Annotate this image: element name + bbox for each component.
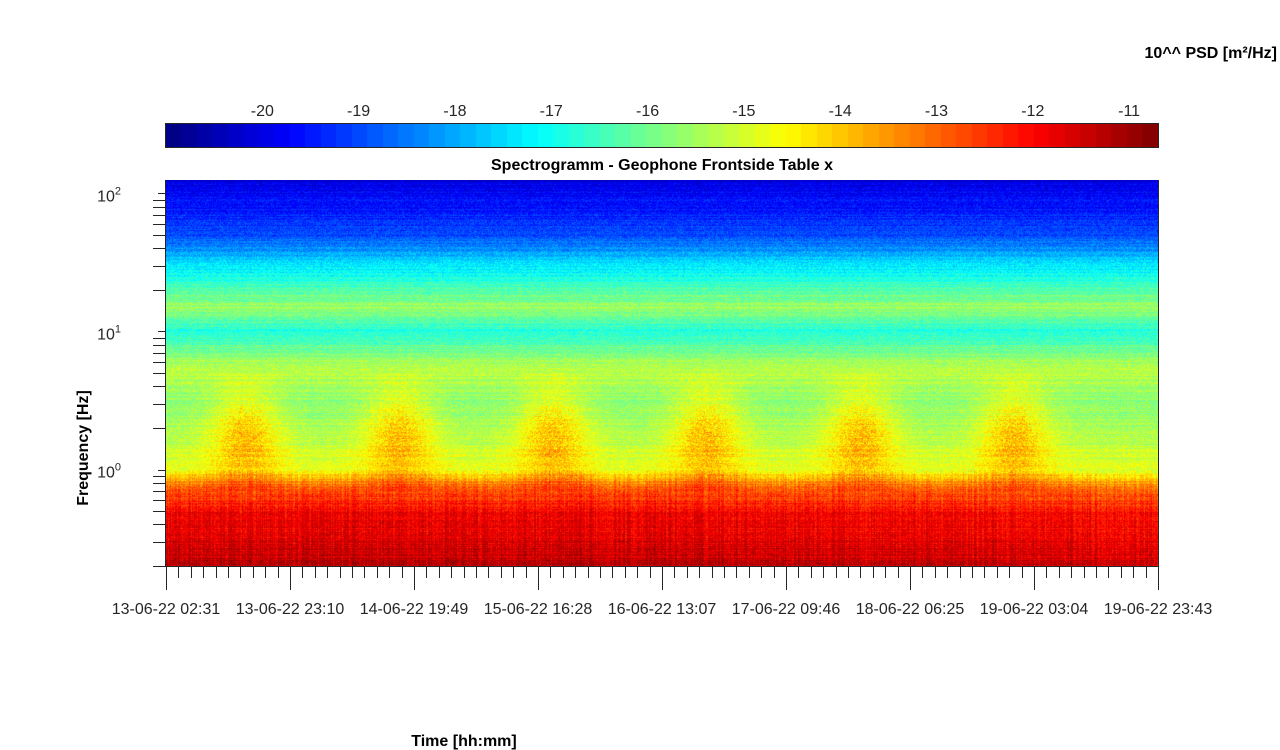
colorbar-tick-label: -15 — [732, 103, 755, 120]
x-axis-label: Time [hh:mm] — [411, 733, 516, 750]
x-tick-label: 17-06-22 09:46 — [732, 601, 841, 618]
colorbar-tick-label: -17 — [540, 103, 563, 120]
x-axis-ticks: 13-06-22 02:31 13-06-22 23:10 14-06-22 19:… — [112, 566, 1213, 618]
x-tick-label: 18-06-22 06:25 — [856, 601, 965, 618]
x-tick-label: 13-06-22 02:31 — [112, 601, 221, 618]
colorbar-tick-label: -19 — [347, 103, 370, 120]
colorbar-tick-label: -11 — [1118, 103, 1140, 120]
x-tick-label: 14-06-22 19:49 — [360, 601, 469, 618]
x-tick-label: 15-06-22 16:28 — [484, 601, 593, 618]
x-tick-label: 19-06-22 23:43 — [1104, 601, 1213, 618]
spectrogram-heatmap — [166, 180, 1158, 566]
y-axis-label: Frequency [Hz] — [75, 390, 92, 506]
colorbar-frame — [165, 123, 1159, 148]
y-axis-ticks: 100 101 102 — [97, 185, 166, 567]
colorbar-tick-label: -20 — [251, 103, 274, 120]
y-tick-label: 100 — [97, 462, 121, 482]
chart-title: Spectrogramm - Geophone Frontside Table … — [491, 157, 833, 174]
x-tick-label: 19-06-22 03:04 — [980, 601, 1089, 618]
colorbar-tick-label: -12 — [1021, 103, 1044, 120]
y-tick-label: 102 — [97, 185, 121, 205]
colorbar-tick-label: -13 — [925, 103, 948, 120]
x-tick-label: 16-06-22 13:07 — [608, 601, 717, 618]
x-tick-label: 13-06-22 23:10 — [236, 601, 345, 618]
y-tick-label: 101 — [97, 323, 121, 343]
colorbar-tick-label: -18 — [443, 103, 466, 120]
colorbar — [166, 124, 1158, 147]
colorbar-label: 10^^ PSD [m²/Hz] — [1145, 45, 1277, 62]
colorbar-tick-label: -14 — [829, 103, 852, 120]
colorbar-tick-label: -16 — [636, 103, 659, 120]
